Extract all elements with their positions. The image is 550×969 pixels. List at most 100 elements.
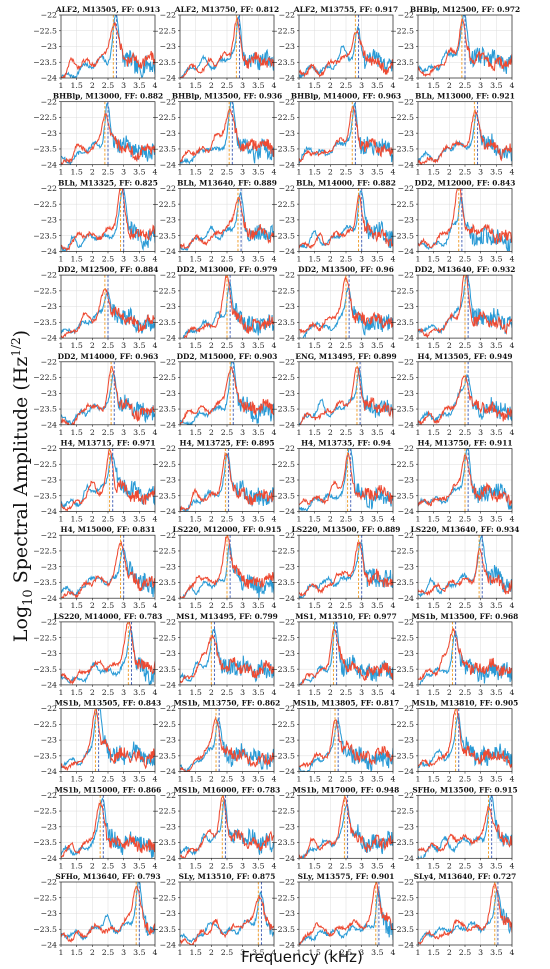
y-tick-label: −23.5: [390, 318, 414, 327]
y-tick-label: −23: [279, 129, 295, 138]
y-tick-label: −23.5: [271, 491, 295, 500]
x-tick-label: 1: [297, 254, 302, 263]
x-tick-label: 1.5: [427, 861, 439, 870]
x-tick-label: 1: [178, 168, 183, 177]
x-tick-label: 3: [240, 428, 245, 437]
panel: −22 −22.5 −23 −23.5 −241 1.5 2 2.5 3 3.5 4 LS220, M…: [271, 525, 400, 610]
x-tick-label: 1.5: [427, 341, 439, 350]
y-tick-label: −23.5: [390, 925, 414, 934]
y-tick-label: −22.5: [271, 286, 295, 295]
x-tick-label: 3: [121, 81, 126, 90]
series-line-red: [183, 275, 274, 339]
panel-grid-lines: [60, 361, 156, 426]
y-tick-label: −22.5: [152, 893, 176, 902]
x-tick-label: 2: [209, 601, 214, 610]
x-tick-label: 2.5: [340, 168, 352, 177]
y-tick-label: −22: [160, 618, 176, 627]
x-tick-label: 1: [59, 254, 64, 263]
x-tick-label: 1.5: [427, 688, 439, 697]
x-tick-label: 3.5: [133, 688, 145, 697]
y-tick-label: −23: [279, 562, 295, 571]
panel: −22 −22.5 −23 −23.5 −241 1.5 2 2.5 3 3.5 4 BHBlp, M…: [390, 5, 520, 90]
series-line-red: [299, 795, 393, 859]
y-tick-label: −23.5: [271, 318, 295, 327]
x-tick-label: 4: [510, 81, 515, 90]
x-tick-label: 3.5: [490, 81, 502, 90]
x-tick-label: 2.5: [102, 688, 114, 697]
y-tick-label: −23: [279, 649, 295, 658]
x-tick-label: 3.5: [252, 341, 264, 350]
y-tick-label: −23.5: [33, 231, 57, 240]
y-tick-label: −22.5: [152, 460, 176, 469]
x-tick-label: 4: [510, 428, 515, 437]
x-tick-label: 3.5: [490, 775, 502, 784]
x-tick-label: 2.5: [102, 775, 114, 784]
x-tick-label: 4: [391, 775, 396, 784]
x-tick-label: 2: [328, 254, 333, 263]
x-tick-label: 1.5: [308, 81, 320, 90]
x-tick-label: 4: [272, 428, 277, 437]
y-tick-label: −23.5: [271, 145, 295, 154]
y-tick-label: −22.5: [390, 286, 414, 295]
x-tick-label: 1: [297, 168, 302, 177]
x-tick-label: 4: [391, 601, 396, 610]
y-tick-label: −22: [398, 184, 414, 193]
panel-title: MS1b, M13810, FF: 0.905: [412, 699, 519, 708]
series-line-red: [299, 541, 393, 598]
y-tick-label: −22: [279, 704, 295, 713]
x-tick-label: 1: [178, 515, 183, 524]
y-tick-label: −24: [279, 767, 295, 776]
x-tick-label: 3.5: [371, 168, 383, 177]
panel: −22 −22.5 −23 −23.5 −241 1.5 2 2.5 3 3.5 4 SLy, M13…: [152, 872, 276, 957]
series-line-blue: [299, 719, 393, 772]
x-tick-label: 2: [90, 948, 95, 957]
y-tick-label: −23.5: [152, 231, 176, 240]
y-tick-label: −23.5: [33, 405, 57, 414]
x-tick-label: 3: [240, 515, 245, 524]
x-tick-label: 2: [209, 168, 214, 177]
y-tick-label: −22: [398, 271, 414, 280]
x-tick-label: 3: [240, 341, 245, 350]
panel-title: SFHo, M13640, FF: 0.793: [55, 872, 160, 881]
series-line-red: [180, 894, 274, 945]
panel: −22 −22.5 −23 −23.5 −241 1.5 2 2.5 3 3.5 4 SFHo, M1…: [390, 785, 518, 870]
x-tick-label: 4: [272, 168, 277, 177]
x-tick-label: 3: [359, 254, 364, 263]
y-tick-label: −22: [279, 878, 295, 887]
x-tick-label: 4: [153, 168, 158, 177]
series-line-red: [418, 627, 512, 681]
y-tick-label: −22: [41, 791, 57, 800]
panel-grid-lines: [298, 534, 394, 599]
y-tick-label: −23.5: [33, 58, 57, 67]
y-tick-label: −22.5: [33, 286, 57, 295]
y-tick-label: −23.5: [271, 405, 295, 414]
series-line-red: [299, 628, 393, 685]
y-tick-label: −23.5: [33, 751, 57, 760]
panel: −22 −22.5 −23 −23.5 −241 1.5 2 2.5 3 3.5 4 SLy4, M1…: [390, 872, 516, 957]
panel-title: BHBlp, M14000, FF: 0.963: [291, 92, 401, 101]
ylabel-middle: Spectral Amplitude (Hz: [10, 357, 32, 590]
x-tick-label: 2: [90, 515, 95, 524]
x-tick-label: 1: [416, 601, 421, 610]
x-tick-label: 3.5: [371, 688, 383, 697]
y-tick-label: −24: [41, 767, 57, 776]
x-tick-label: 1: [297, 428, 302, 437]
series-line-red: [418, 547, 512, 596]
series-line-red: [299, 882, 393, 945]
figure-xlabel: Frequency (kHz): [241, 948, 363, 966]
y-tick-label: −22.5: [152, 286, 176, 295]
x-tick-label: 1: [59, 861, 64, 870]
x-tick-label: 2.5: [340, 515, 352, 524]
y-tick-label: −23: [398, 389, 414, 398]
y-tick-label: −23.5: [152, 578, 176, 587]
y-tick-label: −22.5: [152, 200, 176, 209]
panel: −22 −22.5 −23 −23.5 −241 1.5 2 2.5 3 3.5 4 MS1b, M1…: [390, 699, 518, 784]
y-tick-label: −22.5: [33, 113, 57, 122]
x-tick-label: 1.5: [70, 515, 82, 524]
x-tick-label: 1.5: [427, 601, 439, 610]
x-tick-label: 1: [178, 601, 183, 610]
x-tick-label: 3.5: [133, 341, 145, 350]
x-tick-label: 1.5: [308, 861, 320, 870]
y-tick-label: −23.5: [271, 58, 295, 67]
y-tick-label: −23.5: [390, 145, 414, 154]
